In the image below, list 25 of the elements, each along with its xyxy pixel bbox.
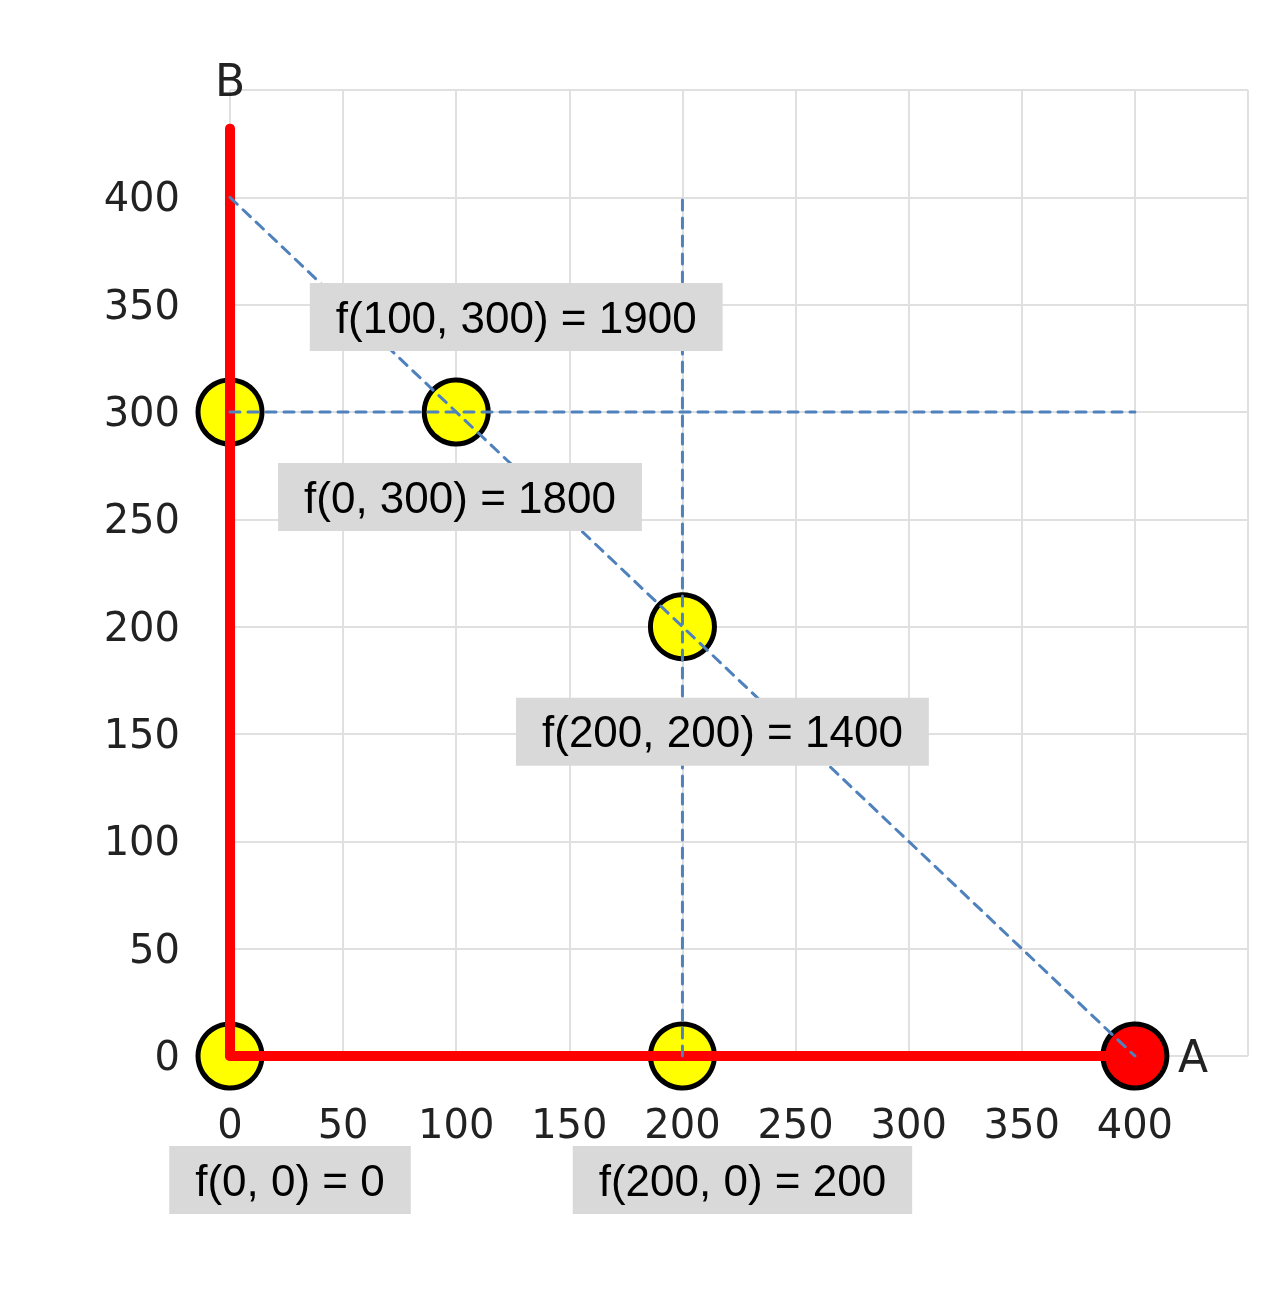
y-axis-title: B (214, 54, 246, 106)
y-tick-label: 0 (154, 1033, 180, 1079)
annotation: f(200, 0) = 200 (598, 1155, 887, 1205)
y-tick-label: 250 (103, 496, 180, 543)
y-tick-label: 350 (103, 281, 180, 328)
annotation: f(0, 0) = 0 (195, 1155, 385, 1205)
y-tick-label: 300 (103, 389, 180, 435)
x-tick-label: 50 (317, 1101, 369, 1147)
x-tick-label: 150 (531, 1101, 608, 1147)
y-tick-label: 400 (103, 174, 180, 221)
x-axis-title: A (1178, 1030, 1209, 1082)
y-tick-label: 50 (129, 925, 180, 972)
x-tick-label: 0 (217, 1101, 243, 1147)
x-tick-label: 200 (644, 1101, 721, 1147)
x-tick-label: 350 (983, 1101, 1060, 1147)
annotation: f(0, 300) = 1800 (304, 472, 616, 522)
annotation: f(200, 200) = 1400 (542, 707, 903, 757)
y-tick-label: 200 (103, 603, 180, 650)
x-tick-label: 250 (757, 1101, 834, 1147)
annotation: f(100, 300) = 1900 (335, 292, 697, 342)
y-tick-label: 150 (103, 711, 180, 757)
x-tick-label: 100 (418, 1101, 495, 1147)
y-tick-label: 100 (103, 818, 180, 865)
x-tick-label: 400 (1096, 1101, 1174, 1147)
x-tick-label: 300 (870, 1101, 947, 1147)
